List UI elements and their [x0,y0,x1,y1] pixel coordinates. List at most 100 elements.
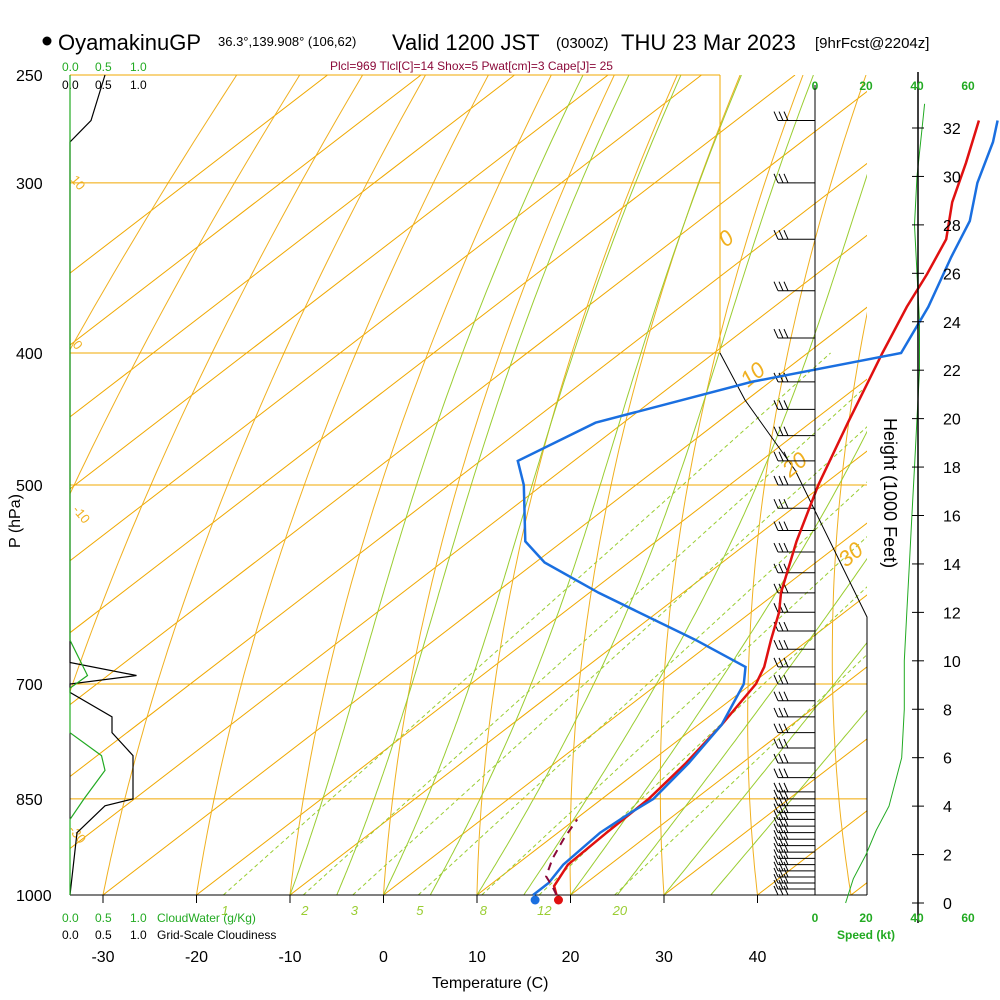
cloud-top-1: 0.5 [95,78,112,92]
wind-barb-flag [773,603,779,613]
mixing-ratio-line [223,352,831,895]
wind-barb-flag [783,836,789,846]
wind-barb-flag [783,768,789,778]
wind-barb-flag [773,563,779,573]
wind-barb-flag [783,803,789,813]
station-dot-icon [42,36,52,46]
wind-barb-flag [778,842,784,853]
cloud-bottom-green-0: 0.0 [62,911,79,925]
wind-barb-flag [783,855,789,865]
wind-barb-flag [783,426,789,436]
wind-barb-flag [773,768,779,778]
pressure-tick-label: 300 [16,176,43,193]
utc-time: (0300Z) [556,35,609,52]
wind-barb-flag [778,281,784,291]
wind-barb-flag [778,810,784,820]
tropo-boundary-line [719,352,868,895]
wind-barb-flag [773,867,779,878]
wind-barb-flag [783,796,789,806]
wind-barb-flag [773,782,779,793]
isotherm-line [383,522,867,895]
dry-adiabat-label: 10 [68,172,89,193]
pressure-tick-label: 1000 [16,888,52,905]
wind-barb-flag [773,842,779,853]
temperature-tick-label: 10 [468,949,486,966]
moist-adiabat-line [663,641,867,895]
height-tick-label: 32 [943,121,961,138]
wind-barb-flag [773,521,779,531]
wind-barb-flag [773,498,779,509]
wind-barb-flag [773,691,779,701]
wind-barb-flag [783,867,789,878]
temperature-tick-label: 30 [655,949,673,966]
wind-barb-flag [773,475,779,486]
wind-barb-flag [773,861,779,872]
height-tick-label: 18 [943,460,961,477]
wind-barb-flag [773,789,779,800]
wind-barb-flag [773,723,779,733]
valid-date: THU 23 Mar 2023 [621,30,796,55]
wind-barb-flag [783,723,789,733]
wind-barb-flag [783,583,789,594]
height-axis-label: Height (1000 Feet) [880,418,900,568]
speed-tick-label-top: 60 [961,79,975,93]
moist-adiabat-label: 0 [713,224,739,252]
wind-barb-flag [778,789,784,800]
wind-barb-flag [783,842,789,853]
height-tick-label: 8 [943,702,952,719]
wind-barb-flag [773,400,779,410]
wind-barb-flag [783,782,789,793]
wind-barb-flag [778,849,784,859]
wind-barb-flag [778,768,784,778]
dry-adiabat-line [659,75,804,895]
wind-barb-flag [778,796,784,806]
station-name: OyamakinuGP [58,30,201,55]
wind-barb-flag [783,873,789,884]
isotherm-line [70,75,422,346]
wind-barb-flag [778,563,784,573]
wind-barb-flag [783,498,789,509]
sounding-indices: Plcl=969 Tlcl[C]=14 Shox=5 Pwat[cm]=3 Ca… [330,59,613,73]
mixing-ratio-line [302,385,867,895]
temperature-tick-label: 20 [562,949,580,966]
wind-barb-flag [778,707,784,718]
moist-adiabat-line [710,709,867,895]
dry-adiabat-line [70,75,301,495]
wind-barb-flag [778,823,784,833]
moist-adiabat-line [616,557,867,895]
temperature-tick-label: 40 [749,949,767,966]
chart-header: OyamakinuGP 36.3°,139.908° (106,62) Vali… [42,30,929,73]
wind-barb-flag [778,521,784,531]
mixing-ratio-label: 8 [480,903,488,918]
moist-adiabat-line [523,173,867,895]
wind-barb-flag [778,111,784,121]
wind-barb-flag [773,173,779,184]
mixing-ratio-line [481,536,867,895]
cloud-top-green-2: 1.0 [130,60,147,74]
moist-adiabat-label: 30 [833,536,868,571]
height-tick-label: 22 [943,363,961,380]
wind-barb-flag [778,674,784,685]
wind-barb-flag [778,621,784,632]
wind-barb-flag [783,810,789,820]
isotherm-line [70,75,515,418]
wind-barb-flag [773,426,779,436]
wind-barb-flag [778,861,784,872]
temperature-tick-label: 0 [379,949,388,966]
wind-barb-flag [783,753,789,764]
mixing-ratio-label: 5 [416,903,424,918]
moist-adiabat-line [289,75,584,895]
speed-tick-label-top: 40 [910,79,924,93]
wind-speed-label: Speed (kt) [837,928,895,942]
wind-barb-flag [783,173,789,184]
wind-barb-flag [783,707,789,718]
wind-barb-flag [783,621,789,632]
speed-tick-label-bottom: 0 [812,911,819,925]
temperature-tick-label: -20 [185,949,208,966]
speed-tick-label-bottom: 60 [961,911,975,925]
wind-barb-flag [773,823,779,833]
wind-barb-flag [778,328,784,339]
height-tick-label: 28 [943,218,961,235]
